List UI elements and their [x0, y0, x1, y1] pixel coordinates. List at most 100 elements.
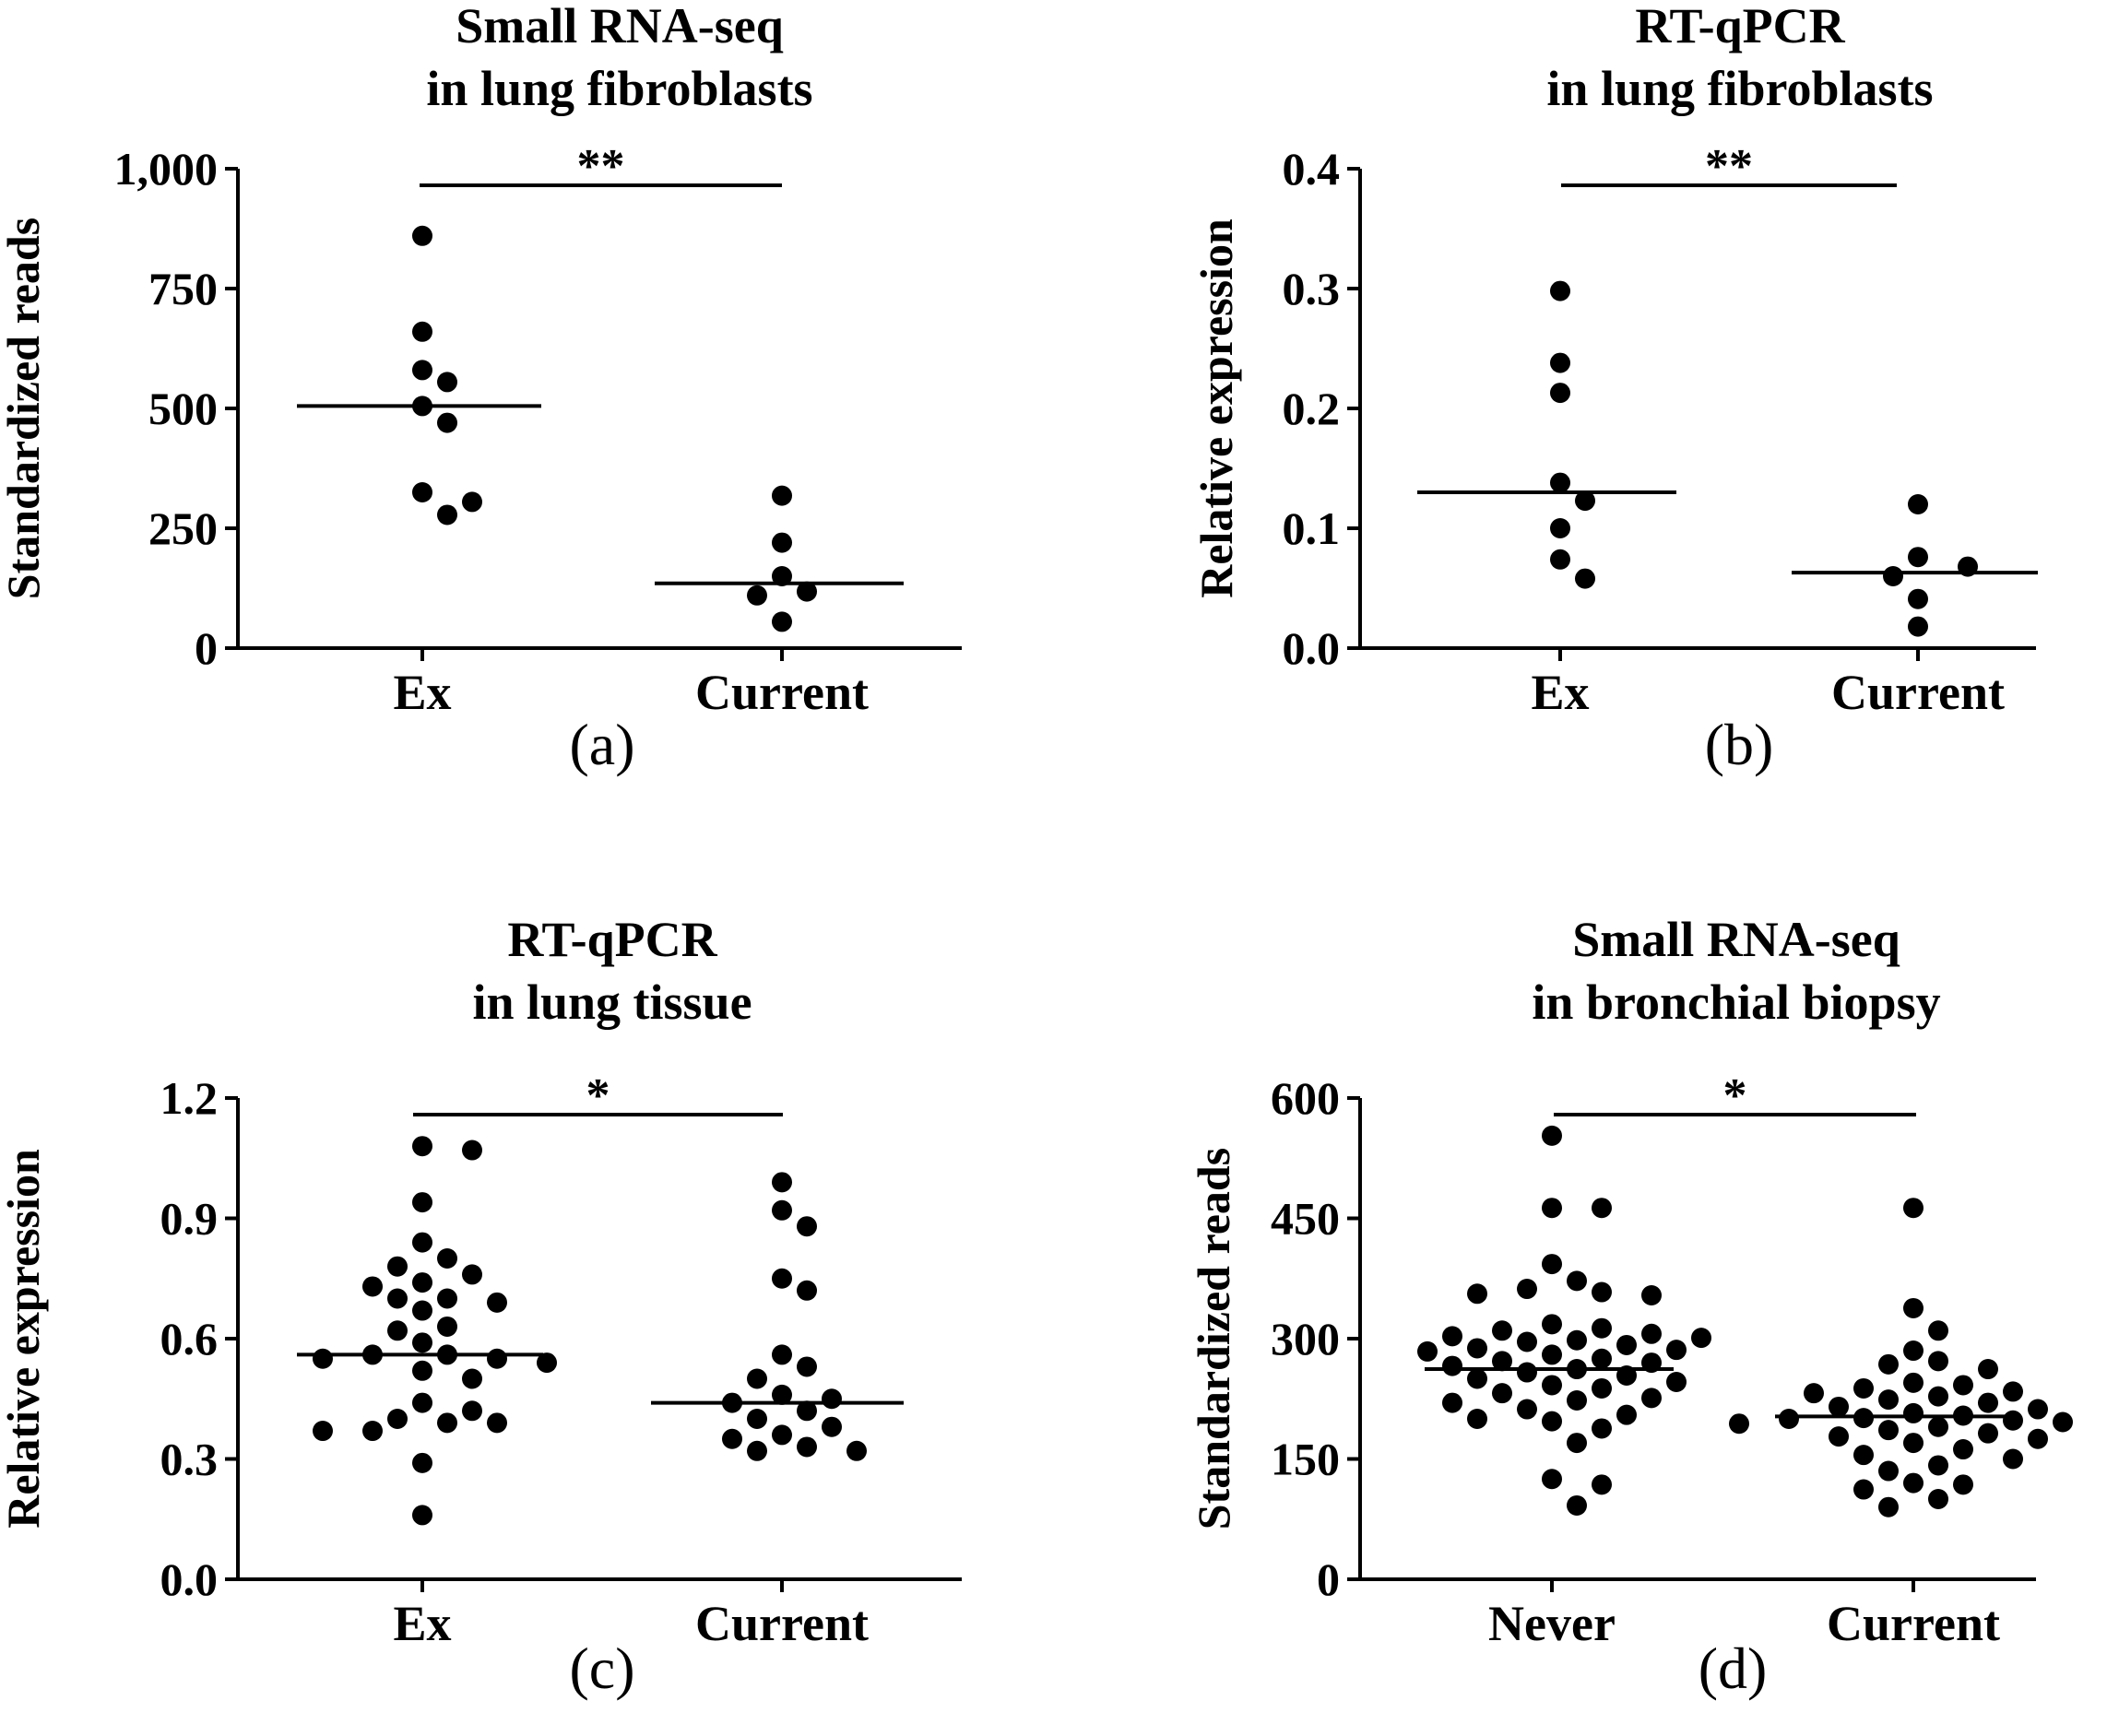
- y-tick-label: 450: [1271, 1193, 1340, 1245]
- data-point: [1928, 1320, 1948, 1340]
- y-tick-label: 0.2: [1283, 383, 1341, 434]
- data-point: [412, 1361, 432, 1381]
- chart-title-line: Small RNA-seq: [456, 0, 784, 53]
- data-point: [1853, 1480, 1874, 1500]
- x-tick-label: Current: [695, 1596, 869, 1651]
- axes: [1360, 169, 2036, 648]
- data-point: [1542, 1198, 1562, 1218]
- data-point: [1542, 1469, 1562, 1489]
- axes: [238, 169, 962, 648]
- data-point: [1878, 1497, 1899, 1518]
- data-point: [1908, 617, 1928, 637]
- data-point: [362, 1421, 383, 1441]
- chart-panel-b: RT-qPCRin lung fibroblastsRelative expre…: [1190, 0, 2038, 777]
- data-point: [1492, 1383, 1512, 1403]
- data-point: [1878, 1354, 1899, 1375]
- data-point: [2028, 1429, 2048, 1449]
- data-point: [1542, 1375, 1562, 1395]
- data-point: [1442, 1326, 1462, 1346]
- data-point: [412, 1505, 432, 1525]
- data-point: [1978, 1393, 1998, 1413]
- data-point: [1903, 1473, 1924, 1494]
- data-point: [772, 1344, 792, 1364]
- data-point: [1908, 589, 1928, 609]
- y-axis-label: Relative expression: [1190, 218, 1242, 598]
- data-point: [822, 1388, 842, 1409]
- y-tick-label: 0.9: [160, 1193, 219, 1245]
- data-point: [387, 1257, 408, 1277]
- chart-title-line: RT-qPCR: [1635, 0, 1845, 53]
- x-tick-label: Ex: [393, 665, 451, 720]
- data-point: [1641, 1324, 1662, 1344]
- data-point: [412, 1332, 432, 1352]
- data-point: [797, 1216, 817, 1236]
- data-point: [1729, 1413, 1749, 1434]
- data-point: [1903, 1198, 1924, 1218]
- panel-label: (d): [1699, 1636, 1768, 1701]
- data-point: [1517, 1331, 1537, 1352]
- data-point: [1829, 1397, 1849, 1417]
- data-point: [1928, 1351, 1948, 1371]
- y-tick-label: 1.2: [160, 1072, 219, 1124]
- data-point: [2053, 1411, 2073, 1432]
- data-point: [1567, 1495, 1587, 1516]
- data-point: [1550, 281, 1570, 301]
- data-point: [1550, 518, 1570, 538]
- data-point: [313, 1421, 333, 1441]
- data-point: [1903, 1433, 1924, 1453]
- data-point: [747, 585, 767, 606]
- data-point: [1953, 1439, 1973, 1459]
- data-point: [462, 1264, 482, 1284]
- panel-label: (a): [569, 712, 634, 777]
- y-tick-label: 0.1: [1283, 502, 1341, 554]
- y-tick-label: 0: [1317, 1553, 1340, 1605]
- chart-panel-a: Small RNA-seq in lung fibroblasts Standard…: [0, 0, 962, 777]
- data-point: [412, 482, 432, 502]
- data-point: [1616, 1335, 1637, 1355]
- data-point: [1550, 383, 1570, 403]
- data-point: [772, 1172, 792, 1192]
- chart-title-line: RT-qPCR: [507, 912, 717, 967]
- data-point: [1878, 1389, 1899, 1410]
- data-point: [1853, 1445, 1874, 1465]
- data-point: [2003, 1449, 2023, 1470]
- y-tick-label: 1,000: [114, 143, 219, 195]
- x-tick-label: Current: [1827, 1596, 2000, 1651]
- data-point: [412, 1301, 432, 1321]
- data-point: [1592, 1282, 1612, 1303]
- data-point: [387, 1320, 408, 1340]
- data-point: [437, 1412, 457, 1433]
- data-point: [1567, 1433, 1587, 1453]
- data-point: [437, 372, 457, 392]
- data-point: [772, 1424, 792, 1445]
- data-point: [772, 1269, 792, 1289]
- chart-title-line: in bronchial biopsy: [1532, 974, 1940, 1030]
- y-tick-label: 0.0: [1283, 622, 1341, 674]
- chart-title-line: in lung tissue: [472, 974, 752, 1030]
- data-point: [412, 360, 432, 380]
- y-tick-label: 600: [1271, 1072, 1340, 1124]
- y-axis-label: Relative expression: [0, 1149, 49, 1529]
- data-point: [462, 491, 482, 512]
- data-point: [1467, 1338, 1487, 1358]
- data-point: [722, 1429, 742, 1449]
- data-point: [1779, 1409, 1799, 1429]
- data-point: [412, 322, 432, 342]
- data-point: [772, 1200, 792, 1221]
- chart-title-line: Small RNA-seq: [1572, 912, 1900, 967]
- data-point: [412, 1233, 432, 1253]
- data-point: [1467, 1369, 1487, 1389]
- data-point: [797, 1281, 817, 1301]
- y-tick-label: 250: [148, 502, 218, 554]
- data-point: [772, 611, 792, 632]
- data-point: [1953, 1474, 1973, 1494]
- data-point: [846, 1441, 867, 1461]
- x-tick-label: Current: [1831, 665, 2005, 720]
- y-tick-label: 150: [1271, 1434, 1340, 1485]
- x-tick-label: Current: [695, 665, 869, 720]
- data-point: [1978, 1423, 1998, 1444]
- data-point: [1592, 1349, 1612, 1369]
- data-point: [1592, 1474, 1612, 1494]
- data-point: [412, 1393, 432, 1413]
- data-point: [1592, 1418, 1612, 1438]
